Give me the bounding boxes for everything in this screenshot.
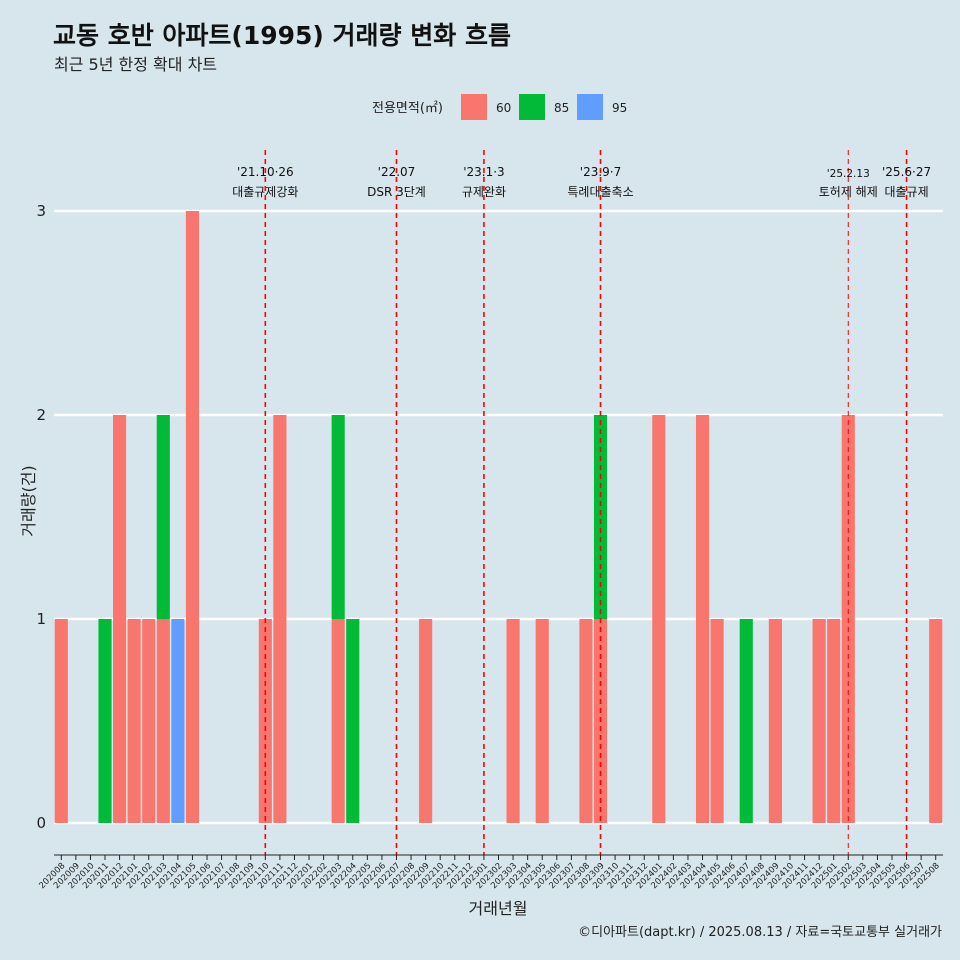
event-date: '25.2.13: [827, 168, 870, 180]
bar-202103-85: [156, 415, 170, 619]
bar-202111-60: [273, 415, 287, 823]
legend-label: 95: [612, 101, 627, 115]
event-date: '21.10·26: [237, 165, 294, 179]
bar-202203-85: [331, 415, 345, 619]
bar-202508-60: [929, 619, 943, 823]
x-axis-label: 거래년월: [469, 899, 528, 918]
bar-202405-60: [710, 619, 724, 823]
y-tick-label: 3: [36, 202, 46, 220]
bar-202012-60: [113, 415, 127, 823]
event-label: DSR 3단계: [367, 185, 426, 199]
bar-202103-60: [156, 619, 170, 823]
bar-202209-60: [419, 619, 433, 823]
bar-202105-60: [185, 211, 200, 823]
y-tick-label: 0: [36, 814, 46, 832]
legend: 전용면적(㎡) 60 85 95: [372, 94, 627, 120]
event-date: '25.6·27: [882, 165, 931, 179]
legend-title: 전용면적(㎡): [372, 101, 443, 116]
bar-202407-85: [739, 619, 753, 823]
event-markers: '21.10·26 대출규제강화 '22.07 DSR 3단계 '23.1·3 규제완화 '…: [232, 150, 931, 855]
legend-key-95: [577, 94, 603, 120]
bar-202401-60: [652, 415, 666, 823]
legend-label: 60: [496, 101, 511, 115]
event-label: 특례대출축소: [567, 185, 633, 199]
bar-202308-60: [579, 619, 593, 823]
bar-202008-60: [54, 619, 68, 823]
bar-202409-60: [768, 619, 782, 823]
y-axis-label: 거래량(건): [19, 465, 38, 536]
bar-202204-85: [346, 619, 360, 823]
legend-label: 85: [554, 101, 569, 115]
bar-202501-60: [827, 619, 841, 823]
event-date: '22.07: [378, 165, 416, 179]
bar-202412-60: [812, 619, 826, 823]
y-tick-label: 2: [36, 406, 46, 424]
legend-key-85: [519, 94, 545, 120]
event-date: '23.9·7: [580, 165, 621, 179]
bar-202404-60: [695, 415, 710, 823]
y-tick-label: 1: [36, 610, 46, 628]
bar-202305-60: [535, 619, 549, 823]
bar-202102-60: [142, 619, 156, 823]
bar-202101-60: [127, 619, 141, 823]
event-label: 대출규제: [884, 185, 928, 199]
event-label: 대출규제강화: [232, 185, 298, 199]
bar-202309-85: [593, 415, 608, 619]
bar-202303-60: [506, 619, 520, 823]
event-date: '23.1·3: [463, 165, 504, 179]
chart-subtitle: 최근 5년 한정 확대 차트: [54, 55, 217, 74]
bars: [54, 211, 943, 823]
bar-202104-95: [171, 619, 185, 823]
gridlines: 0 1 2 3: [36, 202, 943, 832]
caption: ©디아파트(dapt.kr) / 2025.08.13 / 자료=국토교통부 실…: [578, 925, 942, 940]
chart-title: 교동 호반 아파트(1995) 거래량 변화 흐름: [53, 21, 511, 50]
bar-202203-60: [331, 619, 345, 823]
bar-202011-85: [98, 619, 112, 823]
event-label: 규제완화: [462, 185, 506, 199]
legend-key-60: [461, 94, 487, 120]
event-label: 토허제 해제: [819, 185, 878, 199]
axes: 2020082020092020102020112020122021012021…: [37, 854, 943, 891]
